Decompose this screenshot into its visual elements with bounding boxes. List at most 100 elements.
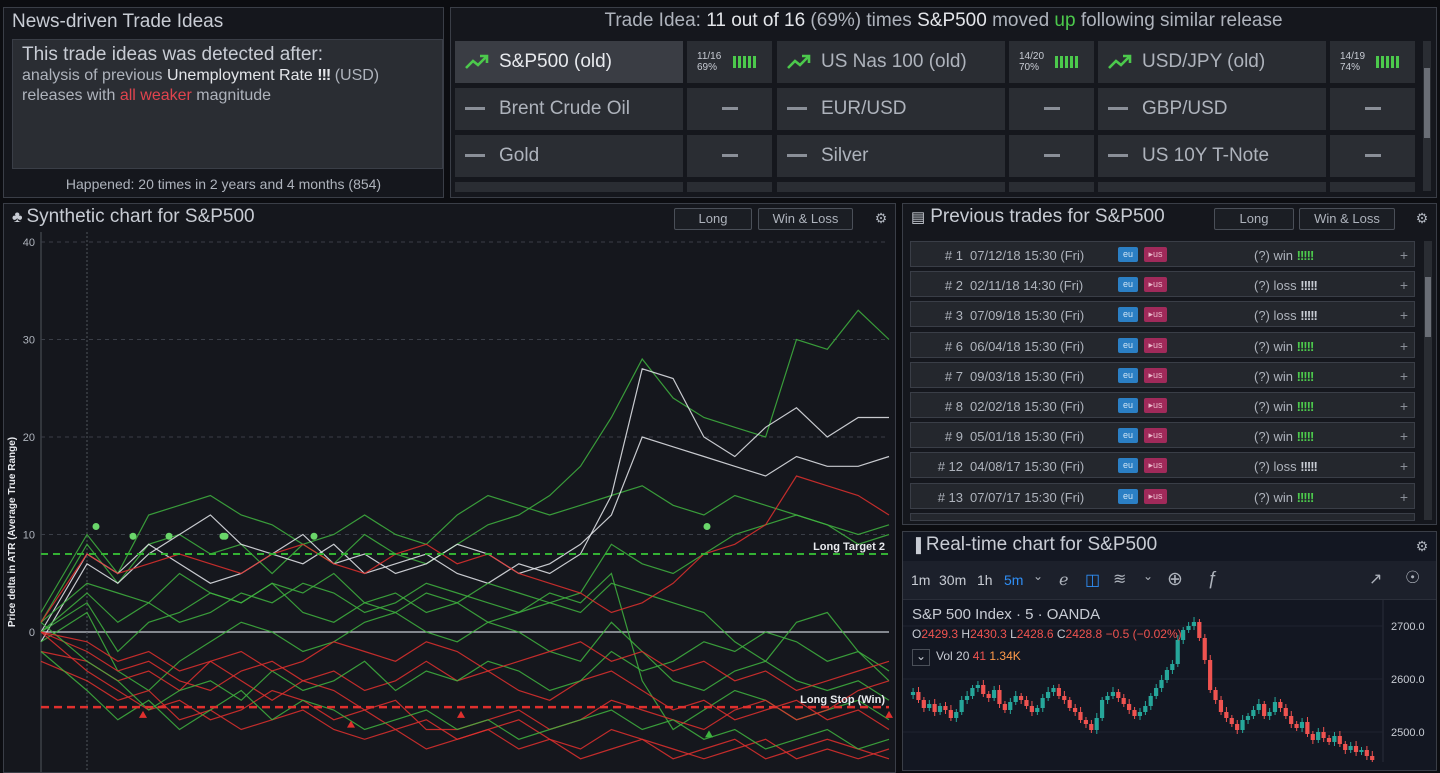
trades-direction-long-button[interactable]: Long	[1214, 208, 1294, 230]
trade-result: (?) win !!!!!	[1254, 399, 1314, 414]
trade-idea-panel: Trade Idea: 11 out of 16 (69%) times S&P…	[450, 7, 1437, 198]
trade-date: 06/04/18 15:30 (Fri)	[970, 338, 1085, 354]
flat-trend-icon	[1108, 107, 1128, 110]
trade-number: # 12	[937, 459, 963, 475]
trending-up-icon	[787, 54, 811, 69]
strength-bars	[1055, 56, 1083, 68]
candle	[1110, 692, 1115, 696]
table-row[interactable]	[910, 513, 1415, 521]
trades-scrollbar[interactable]	[1424, 241, 1432, 520]
table-row[interactable]: # 2 02/11/18 14:30 (Fri) eu ▸us (?) loss !!!…	[910, 271, 1415, 298]
asset-cell[interactable]	[1098, 182, 1326, 192]
candle	[1370, 756, 1375, 760]
trade-date: 07/09/18 15:30 (Fri)	[970, 308, 1085, 324]
us-session-badge: ▸us	[1144, 488, 1167, 504]
table-row[interactable]: # 6 06/04/18 15:30 (Fri) eu ▸us (?) win !!!!…	[910, 331, 1415, 358]
expand-row-button[interactable]: +	[1399, 307, 1408, 324]
candle	[1289, 716, 1294, 724]
previous-trades-title: ▤ Previous trades for S&P500	[911, 206, 1165, 227]
expand-row-button[interactable]: +	[1399, 428, 1408, 445]
expand-row-button[interactable]: +	[1399, 337, 1408, 354]
gear-icon[interactable]: ⚙	[1415, 210, 1429, 226]
no-data-dash	[1043, 107, 1060, 110]
asset-cell[interactable]	[455, 182, 683, 192]
candle	[1343, 744, 1348, 750]
candle	[1040, 698, 1045, 708]
asset-cell[interactable]: US Nas 100 (old)	[777, 41, 1005, 83]
candle	[1202, 638, 1207, 660]
series-line	[40, 611, 890, 701]
trades-win-loss-button[interactable]: Win & Loss	[1299, 208, 1395, 230]
realtime-title: ▐ Real-time chart for S&P500	[911, 534, 1158, 555]
us-session-badge: ▸us	[1144, 367, 1167, 383]
area-chart-icon[interactable]: ≋	[1113, 571, 1127, 588]
no-data-dash	[1364, 154, 1381, 157]
candle	[1245, 716, 1251, 720]
win-loss-button[interactable]: Win & Loss	[758, 208, 853, 230]
table-row[interactable]: # 12 04/08/17 15:30 (Fri) eu ▸us (?) loss !!…	[910, 452, 1415, 479]
series-line	[40, 651, 890, 750]
synthetic-chart-panel: ♣ Synthetic chart for S&P500 Long Win & L…	[3, 203, 896, 773]
asset-cell[interactable]: S&P500 (old)	[455, 41, 683, 83]
expand-row-button[interactable]: +	[1399, 488, 1408, 505]
camera-icon[interactable]: ☉	[1405, 568, 1421, 587]
function-icon[interactable]: ƒ	[1207, 568, 1218, 588]
expand-row-button[interactable]: +	[1399, 398, 1408, 414]
no-data-dash	[1364, 107, 1381, 110]
expand-row-button[interactable]: +	[1399, 247, 1408, 263]
chevron-down-icon[interactable]: ⌄	[1033, 569, 1044, 583]
trade-number: # 6	[944, 338, 963, 354]
y-tick-label: 10	[23, 530, 35, 542]
table-row[interactable]: # 13 07/07/17 15:30 (Fri) eu ▸us (?) win !!!…	[910, 482, 1415, 509]
stop-hit-marker	[139, 710, 147, 718]
table-row[interactable]: # 8 02/02/18 15:30 (Fri) eu ▸us (?) win !!!!…	[910, 392, 1415, 418]
direction-long-button[interactable]: Long	[674, 208, 752, 230]
fullscreen-icon[interactable]: ↗	[1369, 571, 1383, 588]
asset-cell[interactable]: Gold	[455, 135, 683, 177]
asset-cell[interactable]: Brent Crude Oil	[455, 88, 683, 130]
expand-row-button[interactable]: +	[1399, 367, 1408, 384]
candles-icon[interactable]: ◫	[1085, 572, 1101, 589]
table-row[interactable]: # 3 07/09/18 15:30 (Fri) eu ▸us (?) loss !!!…	[910, 301, 1415, 328]
chevron-down-icon[interactable]: ⌄	[912, 649, 930, 666]
us-session-badge: ▸us	[1144, 458, 1167, 474]
series-line	[40, 582, 890, 682]
interval-5m[interactable]: 5m	[1004, 572, 1024, 588]
candle	[1294, 724, 1299, 728]
asset-cell[interactable]: USD/JPY (old)	[1098, 41, 1326, 83]
table-row[interactable]: # 7 09/03/18 15:30 (Fri) eu ▸us (?) win !!!!…	[910, 361, 1415, 388]
add-indicator-icon[interactable]: ⊕	[1167, 569, 1183, 590]
happened-count: Happened: 20 times in 2 years and 4 mont…	[65, 176, 382, 192]
interval-1h[interactable]: 1h	[977, 572, 993, 588]
asset-stat	[1009, 182, 1094, 192]
gear-icon[interactable]: ⚙	[1415, 538, 1429, 554]
asset-cell[interactable]: US 10Y T-Note	[1098, 135, 1326, 177]
asset-grid-scrollbar[interactable]	[1423, 41, 1431, 191]
interval-1m[interactable]: 1m	[911, 572, 931, 588]
candle	[1175, 640, 1180, 664]
expand-row-button[interactable]: +	[1399, 277, 1408, 294]
importance-bangs: !!!	[317, 67, 331, 84]
chevron-down-icon[interactable]: ⌄	[1143, 569, 1154, 583]
expand-row-button[interactable]: +	[1399, 458, 1408, 475]
asset-cell[interactable]: Silver	[777, 135, 1005, 177]
interval-30m[interactable]: 30m	[939, 572, 967, 588]
asset-cell[interactable]: EUR/USD	[777, 88, 1005, 130]
trade-result: (?) win !!!!!	[1254, 248, 1314, 263]
gear-icon[interactable]: ⚙	[874, 210, 888, 226]
bar-type-icon[interactable]: ℯ	[1059, 572, 1069, 589]
series-line	[40, 621, 890, 711]
asset-cell[interactable]	[777, 182, 1005, 192]
asset-cell[interactable]: GBP/USD	[1098, 88, 1326, 130]
trade-ideas-panel: News-driven Trade Ideas This trade ideas…	[3, 7, 444, 198]
candle	[1305, 722, 1310, 734]
table-row[interactable]: # 1 07/12/18 15:30 (Fri) eu ▸us (?) win !!!!…	[910, 241, 1415, 267]
no-data-dash	[721, 107, 738, 110]
candle	[1235, 724, 1240, 730]
asset-stat	[1009, 88, 1094, 130]
event-name[interactable]: Unemployment Rate	[166, 67, 313, 84]
table-row[interactable]: # 9 05/01/18 15:30 (Fri) eu ▸us (?) win !!!!…	[910, 422, 1415, 449]
candle	[1326, 738, 1332, 742]
candle	[932, 704, 937, 712]
candle	[1143, 706, 1148, 712]
